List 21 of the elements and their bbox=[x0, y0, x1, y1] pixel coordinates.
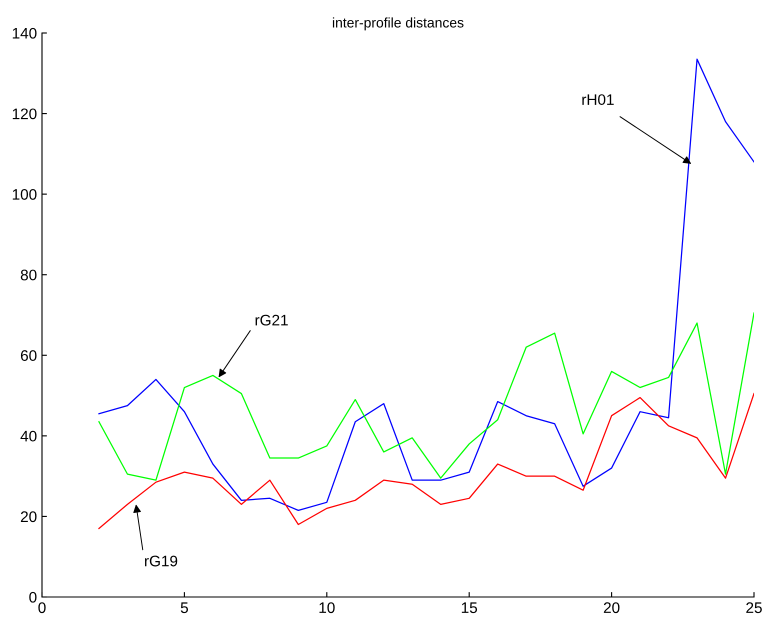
x-tick-label: 25 bbox=[746, 602, 762, 614]
x-tick-label: 5 bbox=[180, 602, 188, 614]
annotation: rH01 bbox=[582, 94, 614, 106]
x-tick-label: 10 bbox=[319, 602, 335, 614]
chart-title: inter-profile distances bbox=[332, 17, 464, 30]
x-tick-label: 15 bbox=[462, 602, 478, 614]
x-tick-label: 20 bbox=[604, 602, 620, 614]
y-tick-label: 20 bbox=[20, 511, 37, 522]
annotation: rG19 bbox=[145, 556, 178, 566]
line-series bbox=[98, 312, 754, 481]
line-series bbox=[98, 58, 754, 512]
y-tick-label: 0 bbox=[29, 592, 37, 603]
y-tick-label: 40 bbox=[20, 430, 37, 442]
x-tick-label: 0 bbox=[38, 602, 46, 614]
y-tick-label: 60 bbox=[20, 350, 37, 361]
line-series bbox=[98, 392, 754, 530]
y-tick-label: 140 bbox=[12, 28, 37, 39]
y-tick-label: 80 bbox=[20, 270, 37, 280]
y-tick-label: 120 bbox=[12, 108, 37, 120]
y-tick-label: 100 bbox=[12, 189, 37, 200]
annotation: rG21 bbox=[256, 314, 288, 326]
